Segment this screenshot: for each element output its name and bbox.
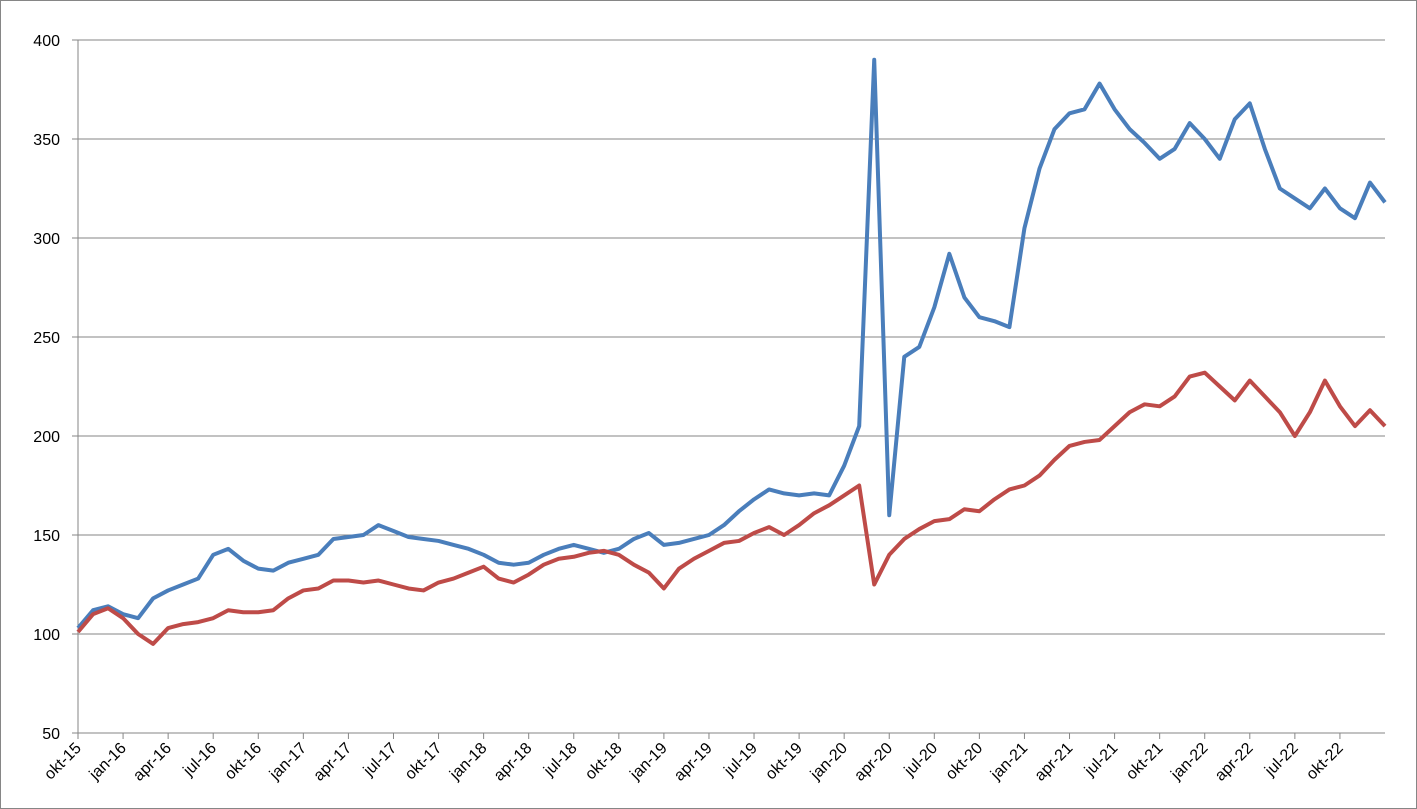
y-tick-label: 250 bbox=[33, 330, 60, 347]
y-tick-label: 350 bbox=[33, 132, 60, 149]
y-tick-label: 300 bbox=[33, 231, 60, 248]
y-tick-label: 400 bbox=[33, 33, 60, 50]
y-tick-label: 50 bbox=[42, 726, 60, 743]
y-tick-label: 150 bbox=[33, 528, 60, 545]
y-tick-label: 100 bbox=[33, 627, 60, 644]
series-line bbox=[76, 370, 1387, 646]
series-line bbox=[76, 57, 1387, 630]
y-tick-label: 200 bbox=[33, 429, 60, 446]
